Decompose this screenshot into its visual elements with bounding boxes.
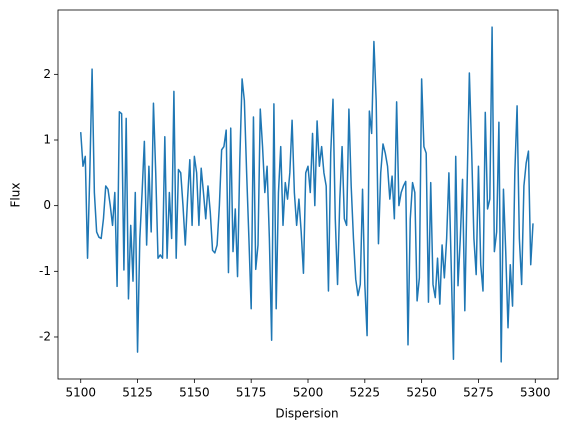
y-tick-label: 2 — [43, 67, 51, 81]
y-tick-label: 0 — [43, 198, 51, 212]
data-line — [79, 26, 534, 363]
x-tick-label: 5200 — [293, 386, 324, 400]
x-tick-label: 5150 — [179, 386, 210, 400]
x-tick-label: 5100 — [65, 386, 96, 400]
x-tick-label: 5225 — [350, 386, 381, 400]
x-tick-label: 5250 — [406, 386, 437, 400]
y-tick-label: -1 — [39, 264, 51, 278]
x-tick-label: 5175 — [236, 386, 267, 400]
x-tick-label: 5300 — [520, 386, 551, 400]
y-axis-label: Flux — [9, 183, 23, 208]
x-tick-label: 5125 — [122, 386, 153, 400]
x-tick-label: 5275 — [463, 386, 494, 400]
y-tick-label: -2 — [39, 329, 51, 343]
plot-frame — [57, 9, 559, 380]
x-axis-label: Dispersion — [275, 407, 338, 421]
y-tick-label: 1 — [43, 133, 51, 147]
